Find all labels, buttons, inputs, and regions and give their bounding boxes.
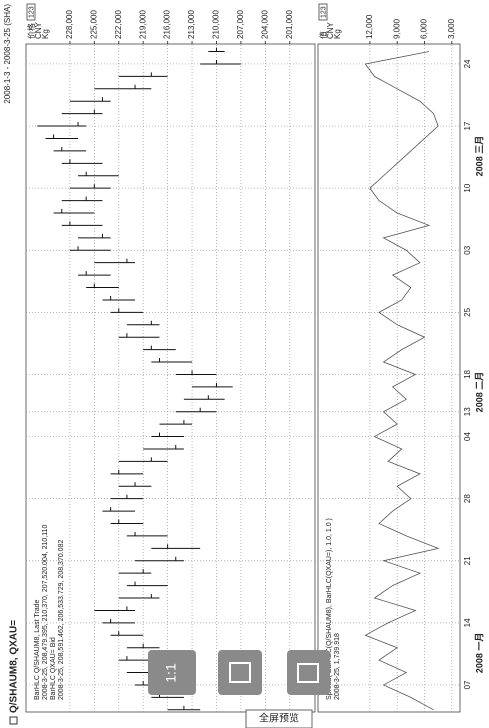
scale-box <box>26 3 36 21</box>
button[interactable] <box>148 650 196 695</box>
month-label: 2008 一月 <box>474 633 484 674</box>
x-tick-label: 17 <box>463 121 472 130</box>
month-label: 2008 三月 <box>474 136 484 177</box>
x-tick-label: 28 <box>463 494 472 503</box>
spread-panel <box>317 43 461 713</box>
y-tick-label: 222,000 <box>114 10 123 39</box>
y-tick-label: 228,000 <box>65 10 74 39</box>
axis-header: 价格 <box>26 23 36 39</box>
legend-text: BarHLC Q/SHAUM8, Last Trade <box>34 600 41 700</box>
x-tick-label: 21 <box>463 556 472 565</box>
x-tick-label: 13 <box>463 407 472 416</box>
legend-text: Spread( BarHLC(Q/SHAUM8), BarHLC(QXAU=),… <box>326 518 333 700</box>
x-tick-label: 14 <box>463 618 472 627</box>
tooltip-text: 全屏预览 <box>259 712 299 725</box>
tooltip <box>245 709 313 728</box>
x-tick-label: 24 <box>463 59 472 68</box>
scale-button[interactable]: 123 <box>28 6 35 18</box>
preview-icon <box>297 663 319 683</box>
axis-header: Kg <box>41 29 50 39</box>
y-tick-label: 210,000 <box>212 10 221 39</box>
title-icon <box>9 716 18 725</box>
y-tick-label: 219,000 <box>138 10 147 39</box>
y-tick-label: 207,000 <box>236 10 245 39</box>
preview-button[interactable] <box>287 650 330 695</box>
axis-header: CNY <box>34 21 43 39</box>
button-label[interactable]: 1:1 <box>163 663 179 683</box>
legend-text: 2008-3-25, 1,739.918 <box>334 633 341 700</box>
legend-text: 2008-3-25, 208,591.462, 206,533.729, 208… <box>58 540 65 700</box>
y-tick-label: 3,000 <box>447 18 456 39</box>
spread-line <box>364 51 440 711</box>
x-tick-label: 07 <box>463 680 472 689</box>
crop-icon <box>229 662 251 683</box>
price-panel <box>25 43 316 713</box>
y-tick-label: 9,000 <box>392 18 401 39</box>
date-range: 2008-1-3 - 2008-3-25 (SHA) <box>3 4 12 104</box>
scale-button[interactable]: 123 <box>320 6 327 18</box>
scale-box <box>318 3 328 21</box>
legend-text: BarHLC QXAU= Bid <box>50 637 57 700</box>
x-tick-label: 10 <box>463 183 472 192</box>
axis-header: CNY <box>326 21 335 39</box>
y-tick-label: 201,000 <box>285 10 294 39</box>
y-tick-label: 225,000 <box>89 10 98 39</box>
y-tick-label: 204,000 <box>260 10 269 39</box>
axis-header: 值 <box>318 31 328 39</box>
y-tick-label: 216,000 <box>163 10 172 39</box>
x-tick-label: 04 <box>463 432 472 441</box>
legend-text: 2008-3-25, 208,479.395, 210,370, 207,520… <box>42 524 49 700</box>
axis-header: Kg <box>333 29 342 39</box>
crop-button[interactable] <box>218 650 262 695</box>
y-tick-label: 213,000 <box>187 10 196 39</box>
x-tick-label: 03 <box>463 245 472 254</box>
y-tick-label: 6,000 <box>420 18 429 39</box>
x-tick-label: 18 <box>463 369 472 378</box>
month-label: 2008 二月 <box>474 372 484 413</box>
chart-title: Q/SHAUM8, QXAU= <box>9 620 20 713</box>
x-tick-label: 25 <box>463 307 472 316</box>
y-tick-label: 12,000 <box>365 14 374 39</box>
toolbar: 1:1 全屏预览 <box>148 650 330 728</box>
